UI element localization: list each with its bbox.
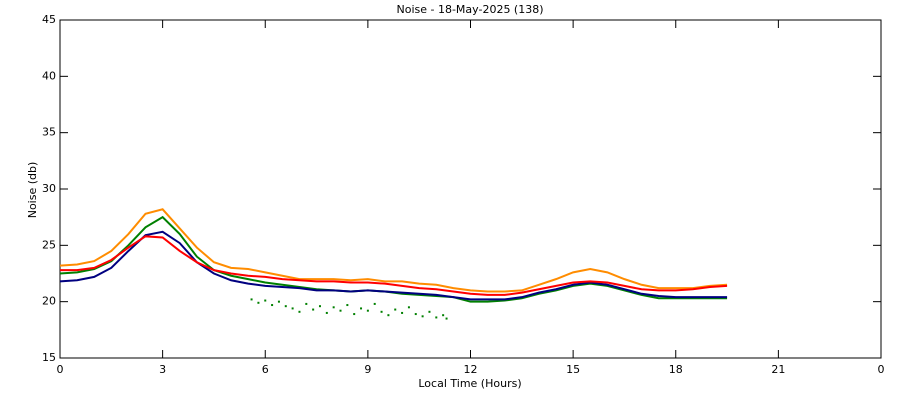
x-tick-label: 9 bbox=[364, 363, 371, 376]
series-line bbox=[59, 230, 728, 301]
noise-dot bbox=[305, 302, 308, 305]
noise-dot bbox=[250, 298, 253, 301]
noise-dot bbox=[380, 310, 383, 313]
y-tick-label: 15 bbox=[42, 351, 56, 364]
y-tick-label: 45 bbox=[42, 13, 56, 26]
x-tick-label: 21 bbox=[771, 363, 785, 376]
series-line bbox=[60, 235, 728, 296]
y-tick-label: 20 bbox=[42, 295, 56, 308]
noise-dot bbox=[277, 300, 280, 303]
x-tick-label: 18 bbox=[669, 363, 683, 376]
noise-dot bbox=[401, 311, 404, 314]
noise-dot bbox=[257, 301, 260, 304]
x-tick-label: 6 bbox=[262, 363, 269, 376]
noise-dot bbox=[339, 309, 342, 312]
series-line bbox=[59, 208, 728, 293]
x-tick-label: 0 bbox=[878, 363, 885, 376]
noise-dot bbox=[325, 311, 328, 314]
noise-dot bbox=[445, 317, 448, 320]
noise-dot bbox=[332, 306, 335, 309]
y-axis-label: Noise (db) bbox=[26, 162, 39, 219]
noise-dot bbox=[271, 304, 274, 307]
x-tick-label: 0 bbox=[57, 363, 64, 376]
noise-dot bbox=[442, 314, 445, 317]
noise-dot bbox=[318, 305, 321, 308]
noise-dot bbox=[421, 315, 424, 318]
x-tick-label: 3 bbox=[159, 363, 166, 376]
y-tick-label: 35 bbox=[42, 126, 56, 139]
y-tick-label: 25 bbox=[42, 238, 56, 251]
noise-dot bbox=[264, 299, 267, 302]
noise-dot bbox=[394, 308, 397, 311]
noise-dot bbox=[284, 305, 287, 308]
noise-dot bbox=[373, 302, 376, 305]
noise-dot bbox=[407, 306, 410, 309]
noise-dot bbox=[360, 307, 363, 310]
noise-dot bbox=[387, 314, 390, 317]
noise-dot bbox=[312, 308, 315, 311]
plot-frame bbox=[59, 19, 882, 359]
noise-dot bbox=[346, 304, 349, 307]
noise-dot bbox=[366, 309, 369, 312]
noise-dot bbox=[428, 310, 431, 313]
x-tick-label: 15 bbox=[566, 363, 580, 376]
y-tick-label: 30 bbox=[42, 182, 56, 195]
chart-title: Noise - 18-May-2025 (138) bbox=[396, 3, 543, 16]
y-tick-label: 40 bbox=[42, 69, 56, 82]
noise-dot bbox=[435, 316, 438, 319]
x-tick-label: 12 bbox=[464, 363, 478, 376]
noise-dot bbox=[414, 313, 417, 316]
noise-dot bbox=[298, 310, 301, 313]
noise-dot bbox=[353, 313, 356, 316]
noise-dot bbox=[291, 307, 294, 310]
x-axis-label: Local Time (Hours) bbox=[418, 377, 521, 390]
